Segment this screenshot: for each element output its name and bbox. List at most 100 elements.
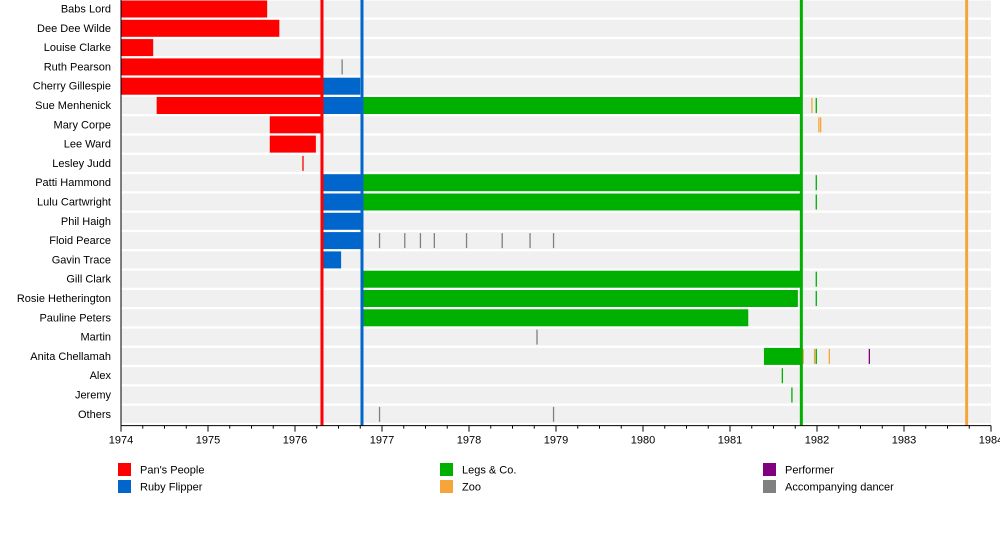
group-change-line bbox=[360, 0, 364, 426]
appearance-mark bbox=[791, 387, 793, 403]
x-tick-label: 1975 bbox=[196, 435, 220, 447]
appearance-mark bbox=[552, 233, 555, 249]
membership-bar bbox=[321, 193, 362, 211]
row-background bbox=[121, 328, 991, 346]
row-label: Jeremy bbox=[75, 390, 112, 402]
appearance-mark bbox=[378, 233, 381, 249]
membership-bar bbox=[121, 39, 154, 57]
appearance-mark bbox=[868, 348, 870, 364]
membership-bar bbox=[321, 232, 362, 250]
appearance-mark bbox=[813, 348, 816, 364]
row-background bbox=[121, 135, 991, 153]
x-tick-label: 1977 bbox=[370, 435, 394, 447]
row-label: Alex bbox=[90, 370, 112, 382]
appearance-mark bbox=[811, 98, 813, 113]
appearance-mark bbox=[404, 233, 406, 249]
row-background bbox=[121, 386, 991, 404]
membership-bar bbox=[321, 212, 362, 230]
appearance-mark bbox=[419, 233, 422, 249]
x-tick-label: 1982 bbox=[805, 435, 829, 447]
row-label: Gill Clark bbox=[66, 274, 111, 286]
x-tick-label: 1984 bbox=[979, 435, 1000, 447]
row-background bbox=[121, 232, 991, 250]
membership-bar bbox=[763, 347, 802, 365]
membership-bar bbox=[121, 77, 322, 95]
row-label: Ruth Pearson bbox=[44, 61, 111, 73]
row-label: Phil Haigh bbox=[61, 216, 111, 228]
appearance-mark bbox=[815, 291, 817, 306]
membership-bar bbox=[121, 19, 280, 37]
row-background bbox=[121, 154, 991, 172]
x-tick-label: 1979 bbox=[544, 435, 568, 447]
legend-swatch bbox=[763, 463, 776, 476]
legend-swatch bbox=[440, 480, 453, 493]
membership-bar bbox=[321, 97, 362, 114]
appearance-mark bbox=[536, 329, 538, 345]
appearance-mark bbox=[802, 348, 804, 364]
membership-bar bbox=[269, 135, 316, 153]
appearance-mark bbox=[818, 117, 820, 133]
membership-bar bbox=[361, 174, 802, 192]
legend-label: Performer bbox=[785, 465, 834, 477]
membership-bar bbox=[361, 270, 802, 288]
appearance-mark bbox=[815, 348, 817, 364]
row-label: Martin bbox=[80, 332, 111, 344]
row-label: Louise Clarke bbox=[44, 42, 111, 54]
row-label: Anita Chellamah bbox=[30, 351, 111, 363]
row-label: Lulu Cartwright bbox=[37, 197, 111, 209]
appearance-mark bbox=[529, 233, 531, 249]
row-label: Patti Hammond bbox=[35, 177, 111, 189]
legend-label: Pan's People bbox=[140, 465, 204, 477]
legend-swatch bbox=[118, 480, 131, 493]
membership-bar bbox=[361, 309, 749, 327]
row-background bbox=[121, 116, 991, 134]
row-background bbox=[121, 0, 991, 18]
appearance-mark bbox=[781, 368, 783, 384]
row-background bbox=[121, 58, 991, 76]
row-label: Rosie Hetherington bbox=[17, 293, 111, 305]
row-background bbox=[121, 19, 991, 37]
x-tick-label: 1980 bbox=[631, 435, 655, 447]
appearance-mark bbox=[465, 233, 468, 249]
x-tick-label: 1978 bbox=[457, 435, 481, 447]
membership-bar bbox=[361, 290, 798, 307]
row-background bbox=[121, 405, 991, 423]
legend-swatch bbox=[118, 463, 131, 476]
membership-bar bbox=[361, 193, 802, 211]
row-label: Cherry Gillespie bbox=[33, 81, 111, 93]
membership-bar bbox=[269, 116, 322, 134]
row-label: Mary Corpe bbox=[54, 119, 111, 131]
legend-swatch bbox=[440, 463, 453, 476]
row-background bbox=[121, 39, 991, 57]
membership-bar bbox=[156, 97, 322, 114]
row-label: Dee Dee Wilde bbox=[37, 23, 111, 35]
appearance-mark bbox=[341, 59, 343, 75]
legend-label: Zoo bbox=[462, 482, 481, 494]
row-background bbox=[121, 251, 991, 269]
legend-label: Accompanying dancer bbox=[785, 482, 894, 494]
row-label: Lee Ward bbox=[64, 139, 111, 151]
appearance-mark bbox=[815, 271, 817, 287]
row-label: Others bbox=[78, 409, 112, 421]
legend-label: Ruby Flipper bbox=[140, 482, 203, 494]
appearance-mark bbox=[815, 175, 817, 191]
row-background bbox=[121, 367, 991, 385]
membership-bar bbox=[321, 174, 362, 192]
appearance-mark bbox=[819, 117, 822, 133]
membership-bar bbox=[121, 58, 322, 76]
appearance-mark bbox=[501, 233, 503, 249]
row-label: Pauline Peters bbox=[39, 312, 111, 324]
membership-bar bbox=[321, 251, 342, 269]
appearance-mark bbox=[378, 406, 381, 422]
membership-bar bbox=[321, 77, 361, 95]
appearance-mark bbox=[815, 194, 817, 210]
legend-swatch bbox=[763, 480, 776, 493]
row-label: Lesley Judd bbox=[52, 158, 111, 170]
row-label: Gavin Trace bbox=[52, 254, 111, 266]
x-tick-label: 1974 bbox=[109, 435, 133, 447]
row-background bbox=[121, 212, 991, 230]
x-tick-label: 1983 bbox=[892, 435, 916, 447]
appearance-mark bbox=[552, 406, 555, 422]
appearance-mark bbox=[302, 155, 304, 171]
